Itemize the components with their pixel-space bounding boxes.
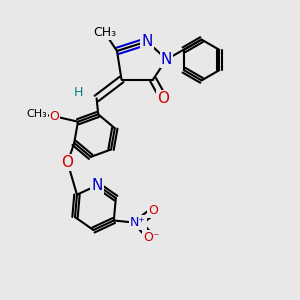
Text: N⁺: N⁺ [130, 216, 146, 230]
Text: O: O [61, 155, 74, 170]
Text: CH₃: CH₃ [27, 109, 47, 119]
Text: N: N [141, 34, 153, 49]
Text: N: N [161, 52, 172, 67]
Text: O: O [50, 110, 59, 123]
Text: O⁻: O⁻ [143, 231, 160, 244]
Text: O: O [148, 204, 158, 218]
Text: H: H [74, 86, 83, 99]
Text: O: O [158, 91, 169, 106]
Text: CH₃: CH₃ [93, 26, 116, 39]
Text: N: N [92, 178, 103, 193]
